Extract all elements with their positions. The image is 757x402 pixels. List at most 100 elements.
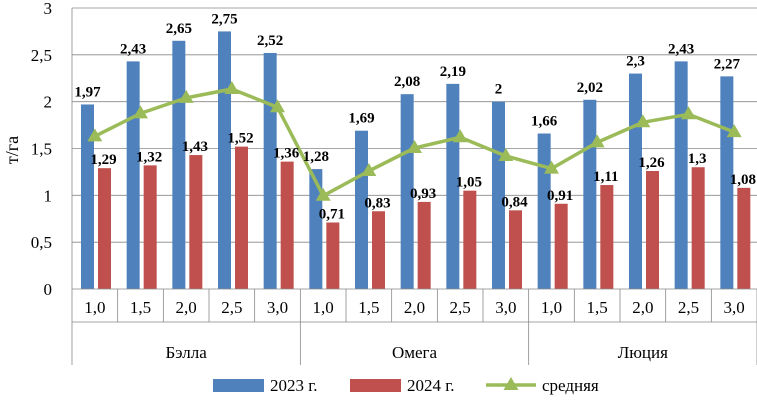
data-label-2024: 0,83 [364,195,390,211]
data-label-2023: 2,65 [166,21,192,37]
legend-label-2023: 2023 г. [270,376,318,395]
data-label-2023: 2,27 [714,56,741,72]
data-label-2023: 2,08 [394,74,420,90]
category-label: 2,5 [450,298,471,317]
bar-2023 [537,133,551,289]
bar-2024 [463,190,477,289]
category-label: 3,0 [724,298,745,317]
data-label-2024: 1,08 [730,172,756,188]
bar-2024 [235,146,248,289]
bar-2023 [446,83,460,290]
data-label-2024: 0,91 [547,188,573,204]
y-tick-label: 1,5 [31,140,52,159]
y-tick-label: 0 [44,280,53,299]
average-marker [589,134,605,148]
category-label: 1,0 [541,298,562,317]
bar-2023 [583,99,597,289]
data-label-2024: 1,05 [456,175,482,191]
average-marker [361,162,377,176]
legend-marker-average [503,377,519,390]
bar-2023 [218,31,231,290]
bar-2023 [126,61,140,289]
bar-2023 [400,94,414,289]
data-label-2024: 1,36 [273,146,300,162]
category-label: 2,0 [176,298,197,317]
legend-label-2024: 2024 г. [407,376,455,395]
category-axis: 1,0 1,5 2,0 2,5 3,0 1,0 1,5 2,0 2,5 3,0 1,0 1,5 2,0 2… [71,288,757,365]
bar-2024 [554,203,568,289]
data-label-2023: 2,52 [257,33,283,49]
group-label: Бэлла [166,343,208,362]
bar-2024 [189,155,203,289]
y-tick-label: 1 [44,186,53,205]
data-label-2023: 2,75 [211,11,237,27]
bar-2024 [98,168,111,289]
legend: 2023 г. 2024 г. средняя [213,376,599,395]
legend-label-average: средняя [542,376,599,395]
y-axis-label: т/га [2,136,22,164]
y-tick-label: 2,5 [31,46,52,65]
average-marker [87,128,103,142]
category-label: 1,5 [130,298,151,317]
category-label: 3,0 [267,298,288,317]
data-label-2024: 0,71 [319,206,345,222]
legend-swatch-2024 [350,379,401,392]
data-label-2024: 1,11 [593,169,618,185]
category-label: 1,0 [84,298,105,317]
bar-2023 [674,61,688,289]
data-label-2023: 2,19 [440,64,466,80]
data-label-2024: 1,43 [182,139,208,155]
bar-2024 [372,211,385,289]
data-label-2023: 2,3 [626,54,645,70]
bar-2024 [417,201,431,289]
average-marker [498,147,514,161]
average-marker [726,124,742,138]
average-line [87,81,742,201]
legend-swatch-2023 [213,379,264,392]
data-label-2024: 1,3 [688,151,707,167]
average-marker [544,160,559,174]
average-marker [315,187,331,201]
data-label-2024: 1,26 [638,155,665,171]
bar-2024 [280,161,294,289]
bar-2023 [629,73,642,289]
data-label-2023: 1,28 [303,149,329,165]
category-label: 2,0 [404,298,425,317]
bar-2023 [263,52,277,290]
y-tick-label: 2 [44,93,53,112]
bar-2024 [600,185,614,289]
category-label: 1,5 [358,298,379,317]
bar-2024 [326,222,340,289]
average-marker [452,129,468,143]
average-marker [224,81,240,95]
bar-2024 [143,165,157,289]
data-label-2023: 1,66 [531,114,558,130]
data-label-2024: 1,52 [227,131,253,147]
category-label: 1,5 [587,298,608,317]
data-label-2024: 1,29 [90,152,116,168]
average-marker [681,106,696,120]
data-label-2024: 1,32 [136,149,162,165]
average-marker [635,114,651,128]
group-label: Люция [618,343,668,362]
average-marker [407,140,422,154]
category-label: 2,5 [678,298,699,317]
bar-2024 [691,167,705,289]
category-label: 3,0 [495,298,516,317]
data-label-2023: 1,97 [74,84,101,100]
bar-2024 [646,170,659,289]
y-tick-labels: 0 0,5 1 1,5 2 2,5 3 [31,0,52,299]
data-label-2024: 0,93 [410,186,436,202]
average-marker [133,105,148,119]
data-label-2023: 2,43 [120,41,146,57]
category-label: 1,0 [313,298,334,317]
average-marker [178,89,194,103]
bar-2023 [81,104,94,289]
category-label: 2,5 [221,298,242,317]
data-label-2023: 1,69 [348,111,374,127]
data-label-2024: 0,84 [501,194,528,210]
bar-2023 [492,101,505,290]
data-labels: 1,97 1,29 2,43 1,32 2,65 1,43 2,75 1,52 2,52 1,36… [74,11,756,222]
data-label-2023: 2,43 [668,41,694,57]
